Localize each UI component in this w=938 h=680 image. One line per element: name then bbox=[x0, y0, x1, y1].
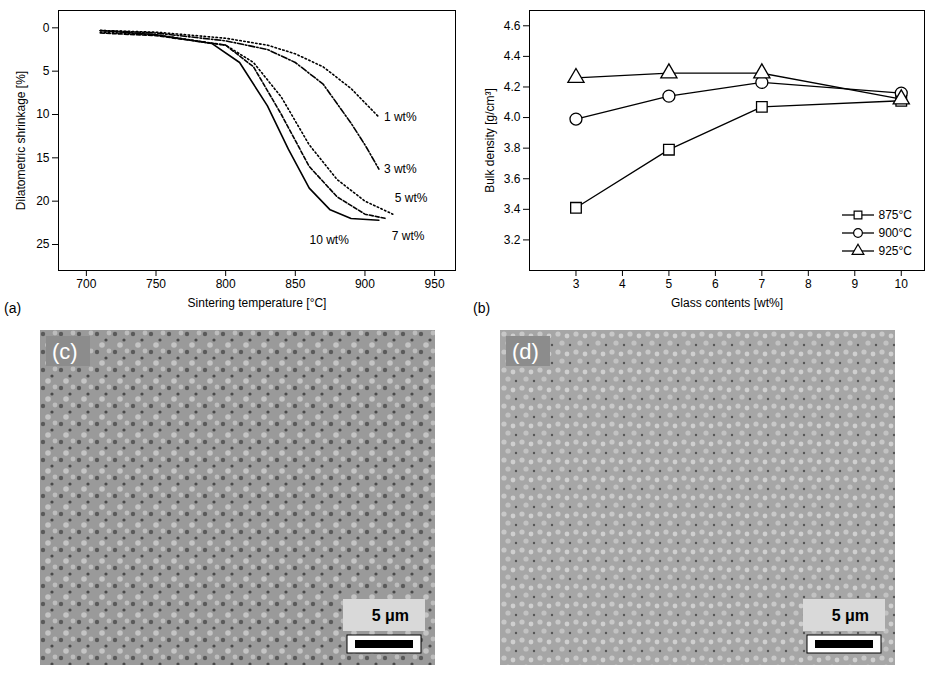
svg-text:6: 6 bbox=[712, 277, 719, 291]
svg-text:Bulk density [g/cm³]: Bulk density [g/cm³] bbox=[483, 88, 497, 193]
svg-text:4.2: 4.2 bbox=[504, 80, 521, 94]
svg-text:850: 850 bbox=[285, 277, 305, 291]
svg-text:8: 8 bbox=[805, 277, 812, 291]
svg-text:3 wt%: 3 wt% bbox=[384, 162, 417, 176]
svg-text:950: 950 bbox=[425, 277, 445, 291]
svg-text:Glass contents [wt%]: Glass contents [wt%] bbox=[671, 296, 783, 310]
svg-text:5 μm: 5 μm bbox=[832, 607, 869, 624]
svg-text:Dilatometric shrinkage [%]: Dilatometric shrinkage [%] bbox=[14, 71, 28, 210]
svg-text:3.6: 3.6 bbox=[504, 172, 521, 186]
svg-text:700: 700 bbox=[76, 277, 96, 291]
svg-text:5 wt%: 5 wt% bbox=[395, 191, 428, 205]
svg-text:3: 3 bbox=[573, 277, 580, 291]
svg-text:900: 900 bbox=[355, 277, 375, 291]
svg-text:4.6: 4.6 bbox=[504, 19, 521, 33]
svg-text:5: 5 bbox=[666, 277, 673, 291]
svg-text:15: 15 bbox=[36, 151, 50, 165]
svg-text:5: 5 bbox=[43, 64, 50, 78]
svg-text:4.0: 4.0 bbox=[504, 110, 521, 124]
svg-text:3.4: 3.4 bbox=[504, 202, 521, 216]
svg-text:9: 9 bbox=[851, 277, 858, 291]
html-text:900°C: 900°C bbox=[878, 226, 912, 240]
svg-text:10 wt%: 10 wt% bbox=[310, 233, 350, 247]
svg-text:0: 0 bbox=[43, 21, 50, 35]
svg-text:7 wt%: 7 wt% bbox=[392, 229, 425, 243]
html-text:875°C: 875°C bbox=[878, 208, 912, 222]
svg-text:5 μm: 5 μm bbox=[372, 607, 409, 624]
svg-text:20: 20 bbox=[36, 194, 50, 208]
svg-text:3.2: 3.2 bbox=[504, 233, 521, 247]
html-text:(a): (a) bbox=[4, 300, 22, 316]
svg-text:4: 4 bbox=[619, 277, 626, 291]
svg-text:(d): (d) bbox=[512, 339, 539, 364]
svg-text:1 wt%: 1 wt% bbox=[384, 110, 417, 124]
svg-text:750: 750 bbox=[146, 277, 166, 291]
svg-text:800: 800 bbox=[216, 277, 236, 291]
svg-text:Sintering temperature [°C]: Sintering temperature [°C] bbox=[188, 296, 327, 310]
html-text:(b): (b) bbox=[473, 300, 491, 316]
svg-text:4.4: 4.4 bbox=[504, 49, 521, 63]
html-text:925°C: 925°C bbox=[878, 244, 912, 258]
svg-text:7: 7 bbox=[759, 277, 766, 291]
svg-text:(c): (c) bbox=[52, 339, 78, 364]
svg-text:10: 10 bbox=[36, 107, 50, 121]
svg-text:3.8: 3.8 bbox=[504, 141, 521, 155]
svg-text:25: 25 bbox=[36, 237, 50, 251]
svg-text:10: 10 bbox=[895, 277, 909, 291]
